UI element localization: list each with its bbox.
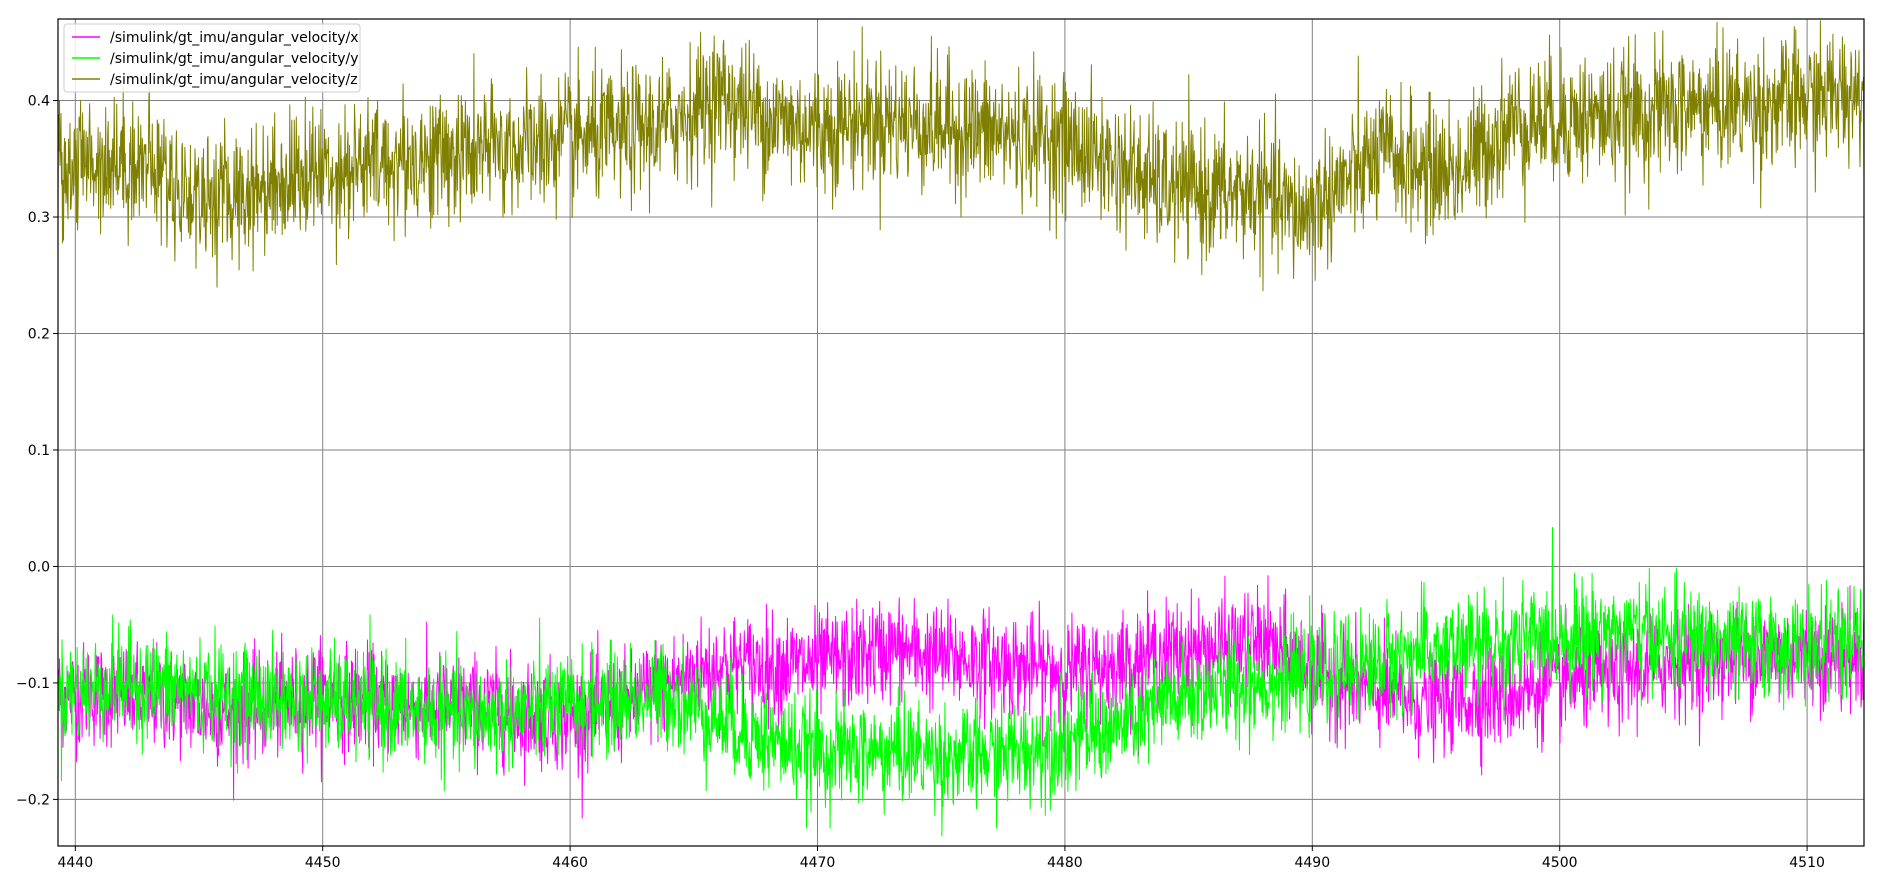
- legend-label-y: /simulink/gt_imu/angular_velocity/y: [110, 51, 359, 67]
- series-line-x: [57, 575, 1865, 819]
- x-tick-label: 4500: [1542, 855, 1578, 871]
- x-tick-label: 4450: [305, 855, 341, 871]
- y-tick-label: −0.1: [16, 676, 50, 692]
- y-tick-label: 0.3: [28, 210, 50, 226]
- legend: /simulink/gt_imu/angular_velocity/x /sim…: [63, 23, 361, 93]
- y-tick-label: 0.1: [28, 443, 50, 459]
- x-tick-label: 4510: [1789, 855, 1825, 871]
- y-tick-label: −0.2: [16, 792, 50, 808]
- y-tick-label: 0.2: [28, 326, 50, 342]
- x-tick-label: 4440: [57, 855, 93, 871]
- series-line-z: [57, 20, 1865, 292]
- x-tick-label: 4470: [800, 855, 836, 871]
- x-tick-label: 4460: [552, 855, 588, 871]
- plot-area-frame: [57, 18, 1865, 847]
- legend-label-x: /simulink/gt_imu/angular_velocity/x: [110, 30, 359, 46]
- series-lines: [57, 20, 1865, 837]
- x-tick-label: 4480: [1047, 855, 1083, 871]
- series-line-y: [57, 526, 1865, 837]
- y-tick-label: 0.0: [28, 559, 50, 575]
- x-tick-label: 4490: [1294, 855, 1330, 871]
- y-tick-label: 0.4: [28, 94, 50, 110]
- legend-box: [63, 23, 361, 93]
- axis-ticks: 4440 4450 4460 4470 4480 4490 4500 4510 −0.2 −0.1…: [16, 94, 1825, 871]
- legend-label-z: /simulink/gt_imu/angular_velocity/z: [110, 72, 358, 88]
